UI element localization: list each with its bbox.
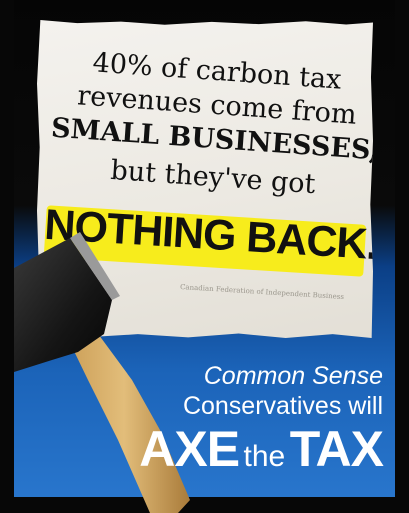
slogan-line-3: AXE the TAX	[139, 420, 384, 478]
slogan-tax: TAX	[289, 421, 384, 477]
axe-head	[14, 238, 112, 372]
axe-edge	[70, 232, 120, 300]
slogan-the: the	[243, 440, 286, 473]
slogan-line-2: Conservatives will	[182, 392, 383, 420]
slogan-axe: AXE	[139, 421, 240, 477]
left-border	[0, 0, 14, 513]
slogan-line-1: Common Sense	[203, 362, 383, 390]
axe-handle	[58, 312, 190, 513]
right-border	[395, 0, 409, 513]
bottom-border	[0, 497, 409, 513]
